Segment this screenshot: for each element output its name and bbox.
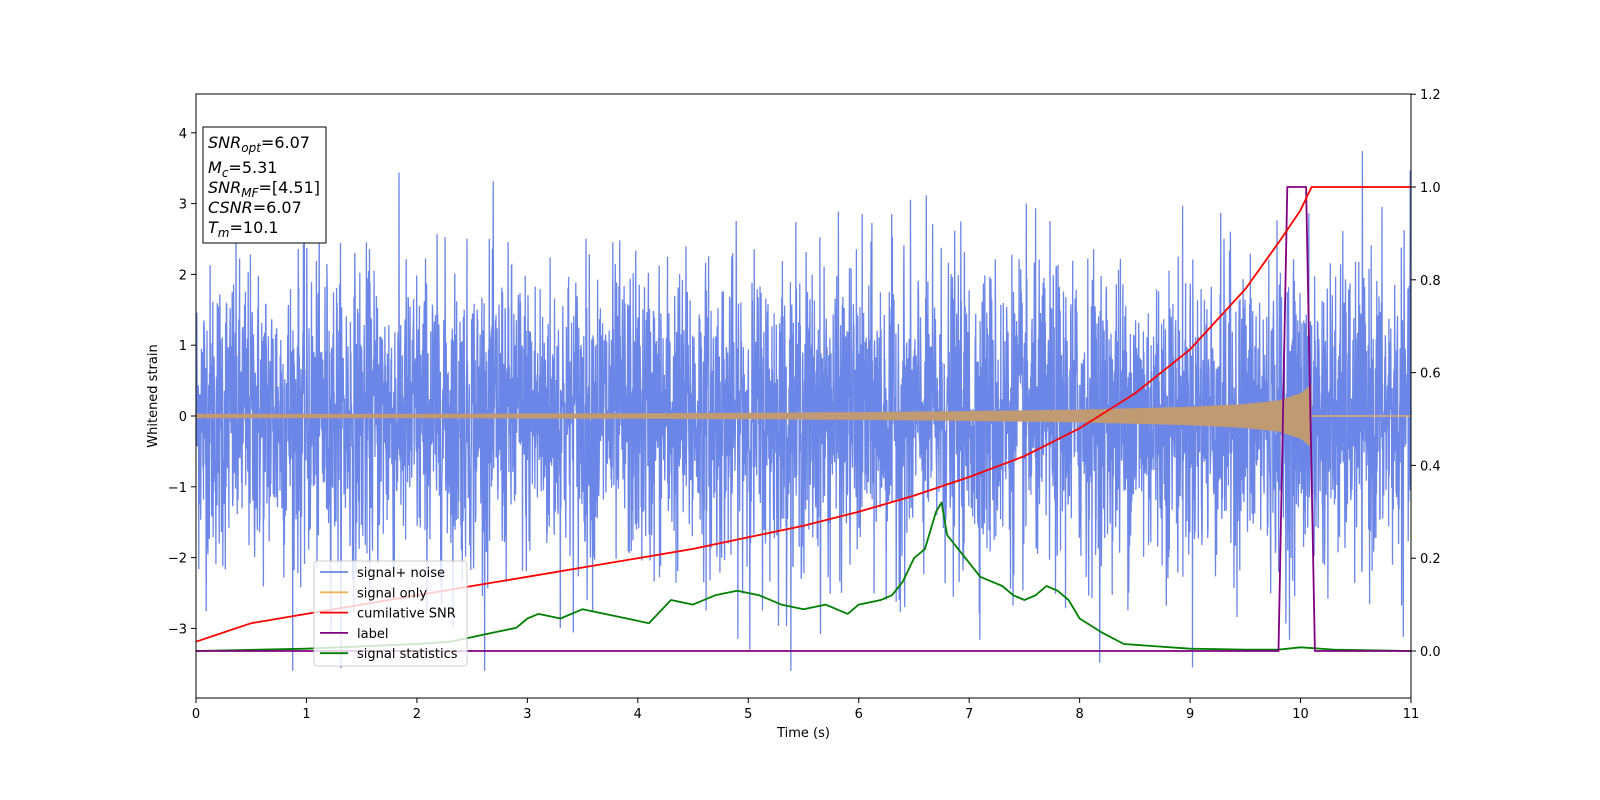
x-tick-label: 5: [744, 707, 752, 722]
y-axis-right-ticks: 0.0 0.2 0.4 0.6 0.8 1.0 1.2: [1411, 88, 1441, 660]
y-left-tick-label: 4: [179, 127, 187, 142]
y-axis-label: Whitened strain: [146, 344, 161, 447]
y-right-tick-label: 0.6: [1420, 367, 1441, 382]
x-tick-label: 0: [192, 707, 200, 722]
signal-plus-noise-line: [195, 151, 1412, 671]
y-axis-left-ticks: −3 −2 −1 0 1 2 3 4: [168, 127, 196, 637]
annotation-line: SNRopt=6.07: [208, 133, 310, 155]
x-tick-label: 7: [965, 707, 973, 722]
annotation-line: Mc=5.31: [208, 158, 277, 180]
x-axis-ticks: 0 1 2 3 4 5 6 7 8 9 10 11: [192, 698, 1419, 722]
annotation-box: SNRopt=6.07 Mc=5.31SNRMF=[4.51]CSNR=6.07T…: [202, 126, 327, 244]
legend: signal+ noise signal only cumilative SNR la…: [313, 560, 468, 667]
x-tick-label: 8: [1075, 707, 1083, 722]
annotation-line: Tm=10.1: [208, 218, 279, 240]
legend-entry: signal only: [357, 586, 427, 601]
legend-frame: [313, 560, 468, 667]
x-tick-label: 10: [1292, 707, 1309, 722]
y-left-tick-label: 3: [179, 198, 187, 213]
legend-entry: label: [357, 627, 388, 642]
annotation-line: SNRMF=[4.51]: [208, 178, 320, 200]
plot-frame: [195, 93, 1412, 699]
y-right-tick-label: 0.0: [1420, 645, 1441, 660]
legend-entry: signal statistics: [357, 647, 458, 662]
x-tick-label: 11: [1403, 707, 1420, 722]
x-tick-label: 1: [302, 707, 310, 722]
y-right-tick-label: 1.0: [1420, 181, 1441, 196]
y-right-tick-label: 0.8: [1420, 274, 1441, 289]
y-right-tick-label: 1.2: [1420, 88, 1441, 103]
signal-plus-noise-series: [195, 151, 1412, 671]
y-left-tick-label: −1: [168, 481, 187, 496]
x-tick-label: 6: [855, 707, 863, 722]
annotation-line: CSNR=6.07: [208, 198, 302, 217]
signal-statistics-line: [195, 501, 1412, 652]
signal-only-band: [196, 384, 1312, 448]
annotation-box-frame: [202, 126, 327, 244]
x-tick-label: 3: [523, 707, 531, 722]
label-line: [196, 186, 1411, 652]
legend-entry: signal+ noise: [357, 566, 445, 581]
x-tick-label: 9: [1186, 707, 1194, 722]
x-tick-label: 4: [634, 707, 642, 722]
x-tick-label: 2: [413, 707, 421, 722]
y-left-tick-label: −2: [168, 552, 187, 567]
y-right-tick-label: 0.4: [1420, 459, 1441, 474]
y-left-tick-label: 2: [179, 268, 187, 283]
legend-entry: cumilative SNR: [357, 607, 456, 622]
x-axis-label: Time (s): [776, 726, 830, 741]
y-left-tick-label: −3: [168, 622, 187, 637]
signal-only-series: [196, 384, 1411, 448]
y-right-tick-label: 0.2: [1420, 552, 1441, 567]
y-left-tick-label: 1: [179, 339, 187, 354]
y-left-tick-label: 0: [179, 410, 187, 425]
